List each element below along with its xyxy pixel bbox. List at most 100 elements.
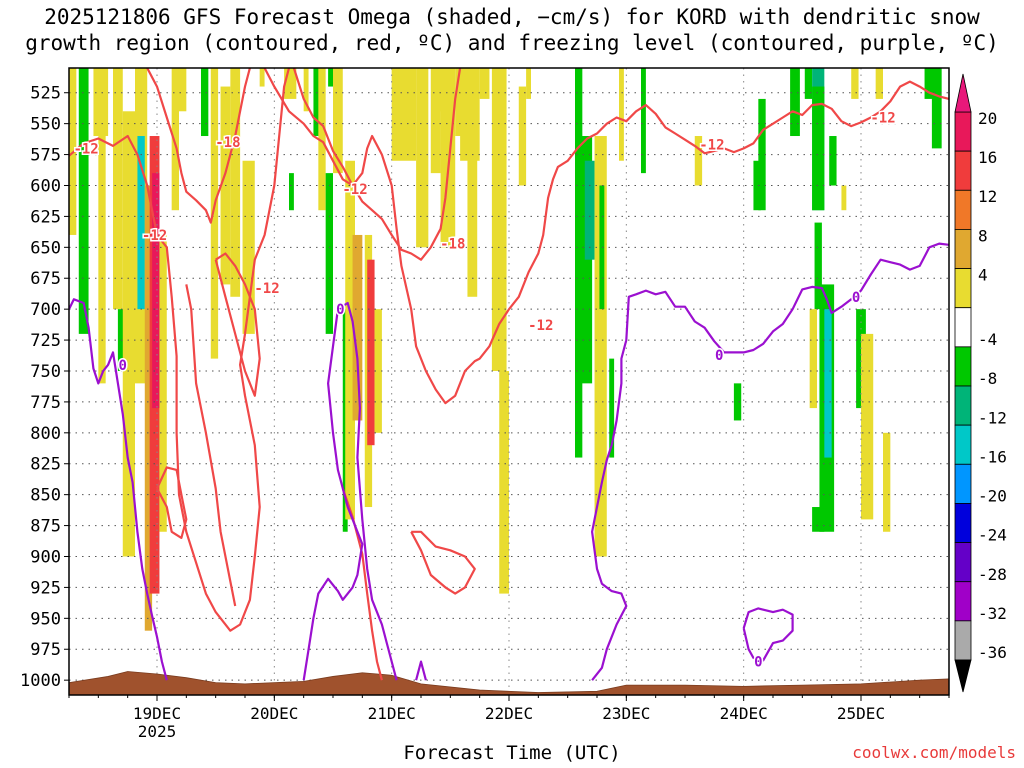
omega-cell	[152, 173, 160, 409]
colorbar-segment	[954, 385, 972, 426]
omega-cell	[374, 309, 382, 433]
colorbar-segment	[954, 424, 972, 465]
colorbar-segment	[954, 620, 972, 661]
y-tick-label: 575	[30, 146, 61, 166]
omega-cell	[328, 68, 333, 87]
y-tick-label: 875	[30, 517, 61, 537]
x-tick-label: 25DEC	[837, 704, 885, 723]
dgz-contour	[410, 530, 476, 595]
omega-cell	[230, 68, 241, 297]
y-tick-label: 675	[30, 269, 61, 289]
x-axis-title: Forecast Time (UTC)	[403, 742, 621, 764]
freezing-contour-label: 0	[754, 655, 762, 671]
terrain	[69, 671, 949, 695]
colorbar-label: 8	[978, 226, 988, 245]
dgz-contour	[146, 68, 251, 224]
colorbar-segment	[954, 268, 972, 309]
omega-cell	[137, 136, 145, 310]
y-tick-label: 750	[30, 362, 61, 382]
title-line-1: 2025121806 GFS Forecast Omega (shaded, −…	[44, 5, 980, 29]
omega-cell	[430, 68, 441, 174]
dgz-contour-label: -12	[528, 318, 553, 334]
dgz-contour-label: -12	[342, 182, 367, 198]
x-tick-label: 19DEC	[133, 704, 181, 723]
omega-cell	[526, 68, 531, 99]
colorbar-label: -16	[978, 447, 1007, 466]
omega-cell	[416, 68, 429, 248]
omega-cell	[694, 136, 703, 186]
freezing-contour	[415, 660, 427, 681]
dgz-contour-label: -12	[870, 110, 895, 126]
dgz-contour	[185, 284, 237, 607]
colorbar-label: -8	[978, 369, 997, 388]
y-tick-label: 1000	[20, 671, 61, 691]
contour-labels: -12 -12 -18 -12 -12 -18 -12 -12 -12 0 0 0 0 0	[72, 109, 897, 672]
freezing-contour	[302, 301, 398, 681]
colorbar-segment	[954, 503, 972, 543]
y-tick-label: 850	[30, 486, 61, 506]
y-tick-label: 925	[30, 578, 61, 598]
omega-cell	[861, 333, 874, 520]
freezing-contour	[742, 607, 794, 662]
y-tick-label: 700	[30, 300, 61, 320]
omega-cell	[609, 358, 615, 458]
omega-cell	[641, 68, 646, 174]
dgz-contour-label: -12	[73, 141, 98, 157]
dgz-contour-label: -12	[142, 228, 167, 244]
x-tick-label: 24DEC	[720, 704, 768, 723]
omega-cell	[467, 68, 478, 297]
colorbar-label: -20	[978, 487, 1007, 506]
title-line-2: growth region (contoured, red, ºC) and f…	[25, 31, 999, 55]
dgz-contour	[69, 68, 291, 632]
omega-cell	[499, 370, 509, 594]
colorbar-arrow-top	[954, 73, 972, 113]
colorbar-segment	[954, 307, 972, 348]
y-tick-label: 725	[30, 331, 61, 351]
dgz-contour	[263, 68, 949, 405]
x-tick-label: 23DEC	[602, 704, 650, 723]
y-tick-label: 650	[30, 238, 61, 258]
colorbar-segment	[954, 229, 972, 269]
omega-cell	[812, 86, 825, 211]
y-tick-label: 800	[30, 424, 61, 444]
omega-cell	[814, 222, 822, 310]
dgz-contour-label: -18	[215, 135, 240, 151]
omega-cell	[289, 173, 294, 211]
colorbar-segment	[954, 463, 972, 504]
colorbar-segment	[954, 346, 972, 387]
omega-cell	[809, 309, 817, 409]
omega-cell	[790, 68, 800, 137]
colorbar-label: 4	[978, 265, 988, 284]
colorbar-label: -12	[978, 408, 1007, 427]
dgz-contour-label: -12	[254, 281, 279, 297]
omega-shading	[69, 68, 942, 631]
colorbar-label: -32	[978, 604, 1007, 623]
omega-cell	[303, 68, 309, 112]
chart-title: 2025121806 GFS Forecast Omega (shaded, −…	[0, 4, 1024, 56]
omega-cell	[352, 234, 363, 421]
omega-cell	[318, 68, 326, 211]
omega-cell	[479, 68, 490, 99]
colorbar: 20 16 12 8 4 -4 -8 -12 -16 -20 -24 -28 -32 -36	[954, 73, 1007, 693]
omega-cell	[804, 68, 813, 99]
dgz-contour	[156, 466, 188, 539]
colorbar-label: -24	[978, 526, 1007, 545]
x-tick-sublabel: 2025	[138, 722, 177, 741]
colorbar-label: -36	[978, 643, 1007, 662]
omega-cell	[733, 383, 742, 421]
colorbar-label: -28	[978, 565, 1007, 584]
omega-cell	[210, 68, 219, 359]
omega-cell	[345, 160, 355, 520]
omega-cell	[176, 68, 187, 112]
omega-cell	[758, 98, 766, 211]
watermark: coolwx.com/models	[852, 743, 1016, 762]
x-tick-label: 21DEC	[368, 704, 416, 723]
y-tick-label: 950	[30, 609, 61, 629]
omega-cell	[259, 68, 265, 87]
y-tick-label: 525	[30, 84, 61, 104]
dgz-contour	[292, 68, 462, 261]
freezing-contour	[591, 242, 949, 681]
omega-cell	[313, 68, 321, 137]
omega-cell	[619, 68, 624, 161]
